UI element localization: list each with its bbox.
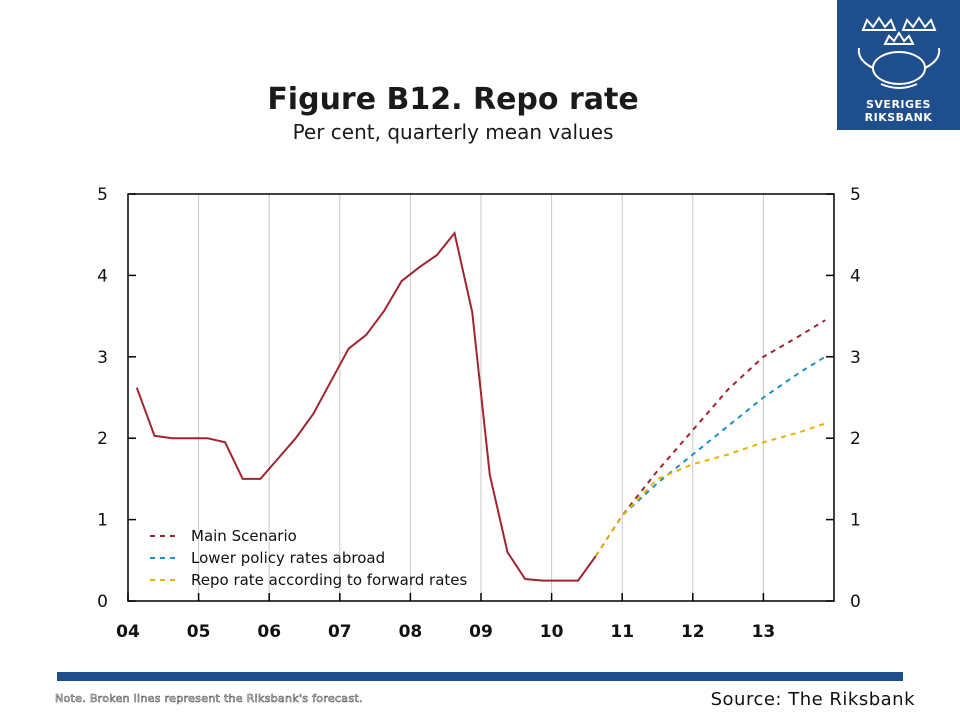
y-tick-label-right: 3 — [850, 348, 861, 368]
series-line-0 — [135, 230, 597, 582]
y-tick-label-right: 1 — [850, 511, 861, 531]
y-tick-label-left: 0 — [97, 592, 108, 612]
y-tick-label-right: 4 — [850, 266, 861, 286]
x-tick-label: 13 — [752, 622, 776, 642]
y-tick-label-right: 0 — [850, 592, 861, 612]
x-tick-label: 10 — [540, 622, 564, 642]
source-label: Source: The Riksbank — [710, 689, 915, 710]
legend-label: Main Scenario — [191, 527, 297, 545]
logo-text-line1: SVERIGES — [866, 98, 931, 111]
x-tick-label: 08 — [399, 622, 423, 642]
x-tick-label: 11 — [610, 622, 634, 642]
x-tick-label: 12 — [681, 622, 705, 642]
x-tick-label: 06 — [257, 622, 281, 642]
series-line-1 — [594, 319, 826, 557]
x-tick-label: 04 — [116, 622, 140, 642]
footer-bar — [57, 672, 903, 681]
legend-label: Repo rate according to forward rates — [191, 571, 468, 589]
logo-text-line2: RIKSBANK — [864, 111, 933, 124]
y-tick-label-left: 4 — [97, 266, 108, 286]
series-line-3 — [594, 422, 826, 557]
series-line-2 — [594, 355, 826, 557]
y-tick-label-right: 5 — [850, 185, 861, 205]
footnote: Note. Broken lines represent the Riksban… — [55, 692, 363, 706]
chart-subtitle: Per cent, quarterly mean values — [292, 120, 614, 144]
y-tick-label-left: 3 — [97, 348, 108, 368]
crown-emblem-icon — [857, 16, 941, 89]
x-tick-label: 05 — [187, 622, 211, 642]
x-tick-label: 07 — [328, 622, 352, 642]
riksbank-logo: SVERIGES RIKSBANK — [837, 0, 960, 130]
y-tick-label-right: 2 — [850, 429, 861, 449]
y-tick-label-left: 1 — [97, 511, 108, 531]
y-tick-label-left: 5 — [97, 185, 108, 205]
chart-title: Figure B12. Repo rate — [267, 82, 639, 117]
legend-label: Lower policy rates abroad — [191, 549, 385, 567]
y-tick-label-left: 2 — [97, 429, 108, 449]
x-tick-label: 09 — [469, 622, 493, 642]
